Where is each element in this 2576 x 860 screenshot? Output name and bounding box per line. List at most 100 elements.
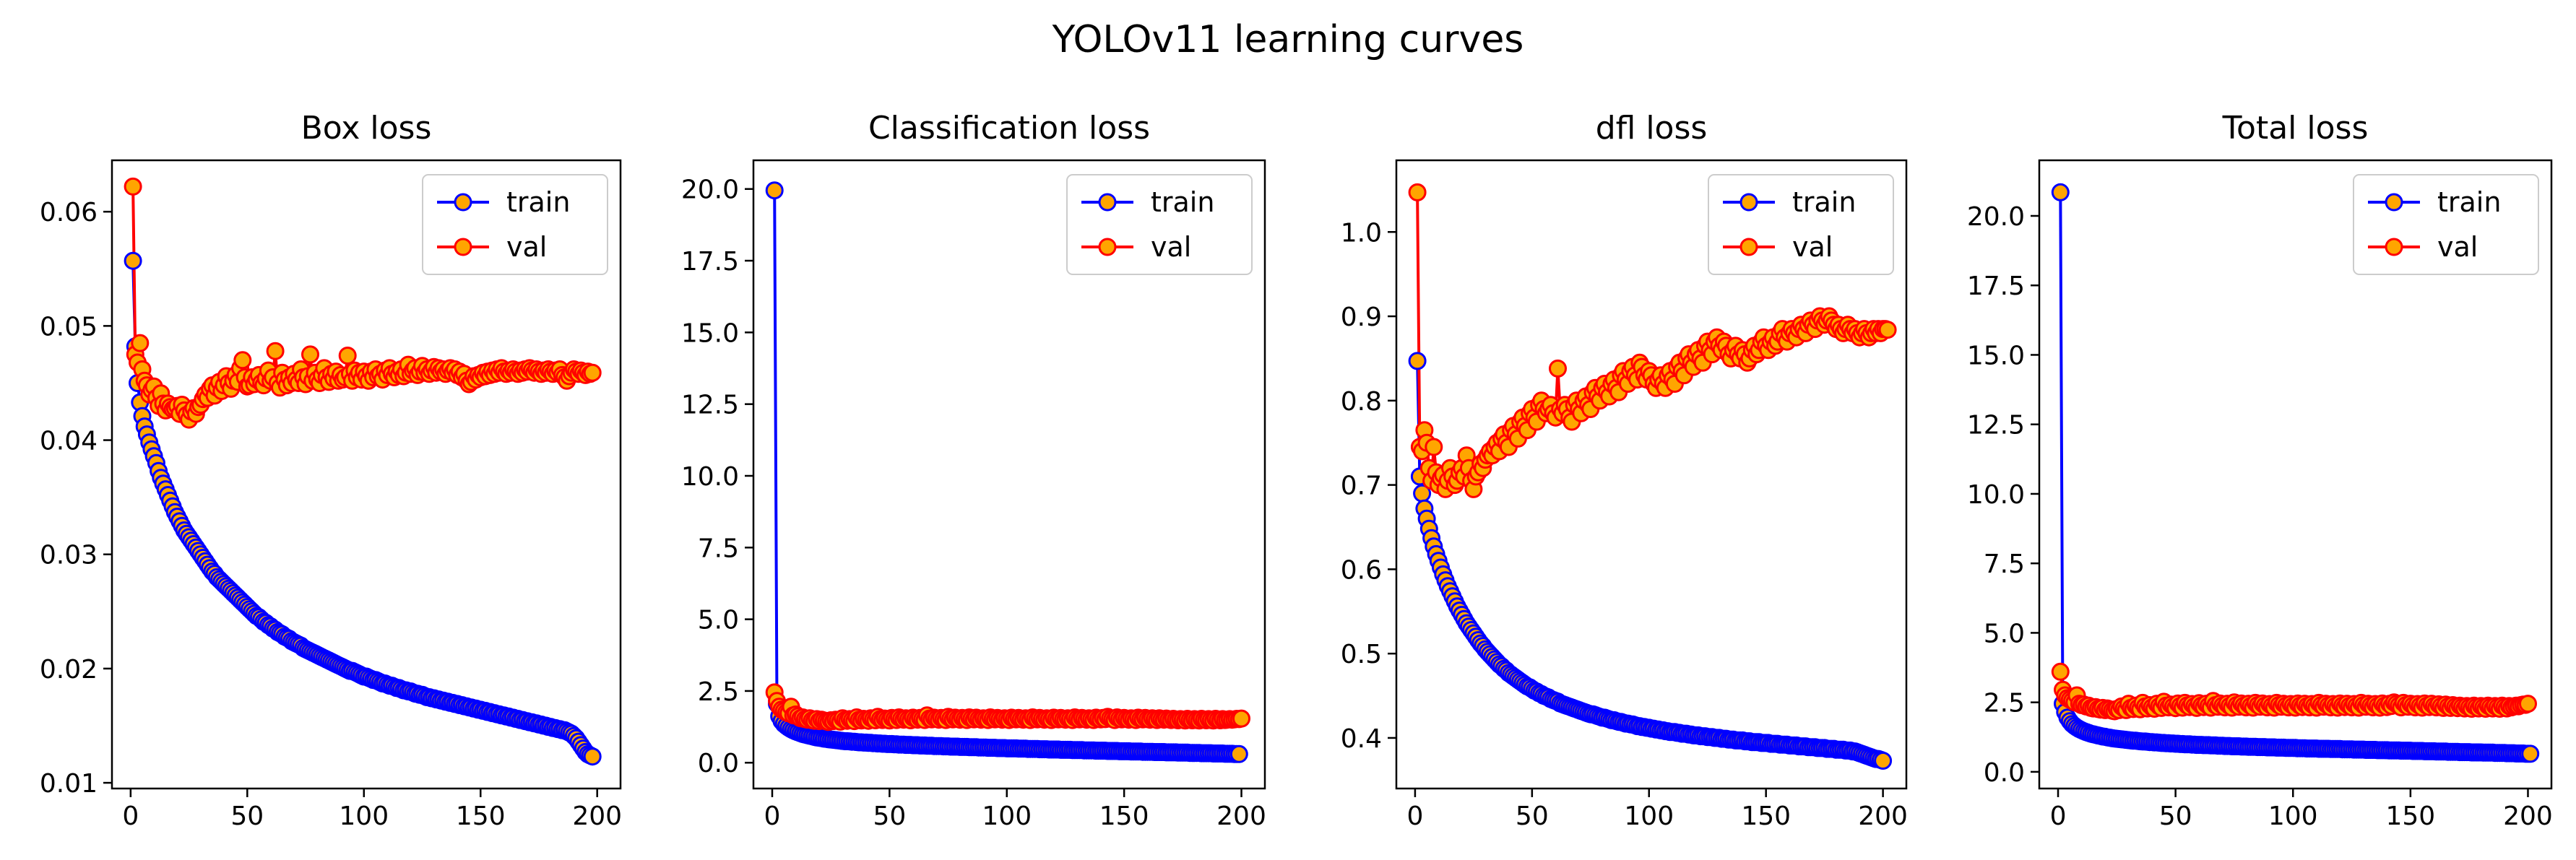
y-tick-label: 0.0 xyxy=(698,749,739,778)
x-tick-label: 0 xyxy=(764,802,781,831)
y-tick-label: 0.03 xyxy=(40,541,98,570)
x-tick-label: 100 xyxy=(1624,802,1674,831)
legend-marker xyxy=(1098,238,1117,256)
legend-entry-val: val xyxy=(2368,231,2478,263)
x-tick-label: 100 xyxy=(339,802,389,831)
y-tick-label: 0.9 xyxy=(1341,303,1382,332)
data-point xyxy=(765,181,784,200)
y-tick-label: 12.5 xyxy=(681,391,739,420)
subplot-title: Box loss xyxy=(301,110,432,147)
subplot-title: Classification loss xyxy=(868,110,1150,147)
data-point xyxy=(2521,744,2540,763)
data-point xyxy=(583,363,602,382)
y-tick-label: 17.5 xyxy=(1967,272,2025,301)
y-tick-label: 0.5 xyxy=(1341,640,1382,669)
x-tick-label: 50 xyxy=(873,802,906,831)
x-tick-label: 50 xyxy=(230,802,264,831)
legend-marker xyxy=(1739,193,1758,212)
legend-marker xyxy=(1098,193,1117,212)
y-tick-label: 0.05 xyxy=(40,312,98,342)
y-tick-label: 0.7 xyxy=(1341,472,1382,501)
legend: train val xyxy=(422,174,608,275)
y-tick-label: 1.0 xyxy=(1341,218,1382,248)
legend-label: val xyxy=(2437,231,2478,263)
x-tick-label: 50 xyxy=(1516,802,1549,831)
legend-marker xyxy=(454,238,472,256)
y-tick-label: 10.0 xyxy=(681,462,739,492)
legend: train val xyxy=(1708,174,1894,275)
axes-frame xyxy=(752,159,1266,790)
legend-label: train xyxy=(1151,186,1214,218)
y-tick-label: 0.6 xyxy=(1341,555,1382,585)
y-tick-label: 0.8 xyxy=(1341,387,1382,417)
plot-area xyxy=(2051,183,2540,763)
axes-frame xyxy=(111,159,622,790)
legend-entry-train: train xyxy=(437,186,570,218)
legend-entry-train: train xyxy=(2368,186,2501,218)
y-tick-label: 12.5 xyxy=(1967,411,2025,440)
series-markers-val xyxy=(124,177,602,429)
legend: train val xyxy=(2353,174,2539,275)
legend-label: train xyxy=(506,186,570,218)
legend-label: train xyxy=(1792,186,1856,218)
series-markers-val xyxy=(765,683,1250,731)
legend: train val xyxy=(1066,174,1253,275)
y-tick-label: 5.0 xyxy=(1984,619,2025,648)
figure-title: YOLOv11 learning curves xyxy=(1052,18,1524,61)
y-tick-label: 20.0 xyxy=(1967,202,2025,232)
legend-marker xyxy=(454,193,472,212)
legend-entry-train: train xyxy=(1723,186,1856,218)
y-tick-label: 0.04 xyxy=(40,427,98,456)
y-tick-label: 20.0 xyxy=(681,175,739,205)
y-tick-label: 15.0 xyxy=(681,318,739,348)
legend-marker xyxy=(2385,238,2403,256)
series-markers-train xyxy=(765,181,1248,763)
data-point xyxy=(124,177,142,196)
y-tick-label: 7.5 xyxy=(698,534,739,563)
axes-frame xyxy=(1395,159,1908,790)
x-tick-label: 200 xyxy=(1858,802,1908,831)
y-tick-label: 0.06 xyxy=(40,198,98,227)
x-tick-label: 150 xyxy=(2386,802,2436,831)
y-tick-label: 0.01 xyxy=(40,769,98,799)
legend-marker xyxy=(1739,238,1758,256)
data-point xyxy=(1232,709,1250,728)
series-markers-train xyxy=(2051,183,2540,763)
data-point xyxy=(2051,662,2070,681)
legend-entry-val: val xyxy=(1723,231,1833,263)
x-tick-label: 100 xyxy=(982,802,1032,831)
subplot-title: dfl loss xyxy=(1596,110,1708,147)
y-tick-label: 0.02 xyxy=(40,655,98,685)
x-tick-label: 50 xyxy=(2159,802,2192,831)
y-tick-label: 0.4 xyxy=(1341,724,1382,754)
legend-entry-val: val xyxy=(437,231,547,263)
data-point xyxy=(266,342,285,360)
series-markers-train xyxy=(1408,352,1893,770)
x-tick-label: 150 xyxy=(1741,802,1791,831)
subplots: Box loss 0.01 0.02 0.03 0.04 0.05 0.06 0 50 100 15… xyxy=(40,110,2553,831)
data-point xyxy=(2051,183,2070,201)
x-tick-label: 150 xyxy=(456,802,506,831)
subplot-3: dfl loss 0.4 0.5 0.6 0.7 0.8 0.9 1.0 0 50 100 150 20… xyxy=(1341,110,1908,831)
subplot-2: Classification loss 0.0 2.5 5.0 7.5 10.0 12.5 1… xyxy=(681,110,1266,831)
x-tick-label: 0 xyxy=(1406,802,1423,831)
data-point xyxy=(1425,438,1443,456)
y-tick-label: 0.0 xyxy=(1984,758,2025,788)
data-point xyxy=(1878,321,1897,339)
y-tick-label: 2.5 xyxy=(698,677,739,707)
y-tick-label: 10.0 xyxy=(1967,480,2025,510)
data-point xyxy=(2519,695,2537,713)
data-point xyxy=(124,251,142,270)
y-tick-label: 2.5 xyxy=(1984,689,2025,718)
x-tick-label: 200 xyxy=(2503,802,2553,831)
legend-entry-val: val xyxy=(1081,231,1191,263)
plot-area xyxy=(1408,183,1897,770)
y-tick-label: 17.5 xyxy=(681,247,739,277)
legend-label: val xyxy=(1792,231,1833,263)
axes-frame xyxy=(2038,159,2553,790)
x-tick-label: 200 xyxy=(572,802,622,831)
plot-area xyxy=(124,177,602,766)
plot-area xyxy=(765,181,1250,763)
data-point xyxy=(233,351,252,370)
